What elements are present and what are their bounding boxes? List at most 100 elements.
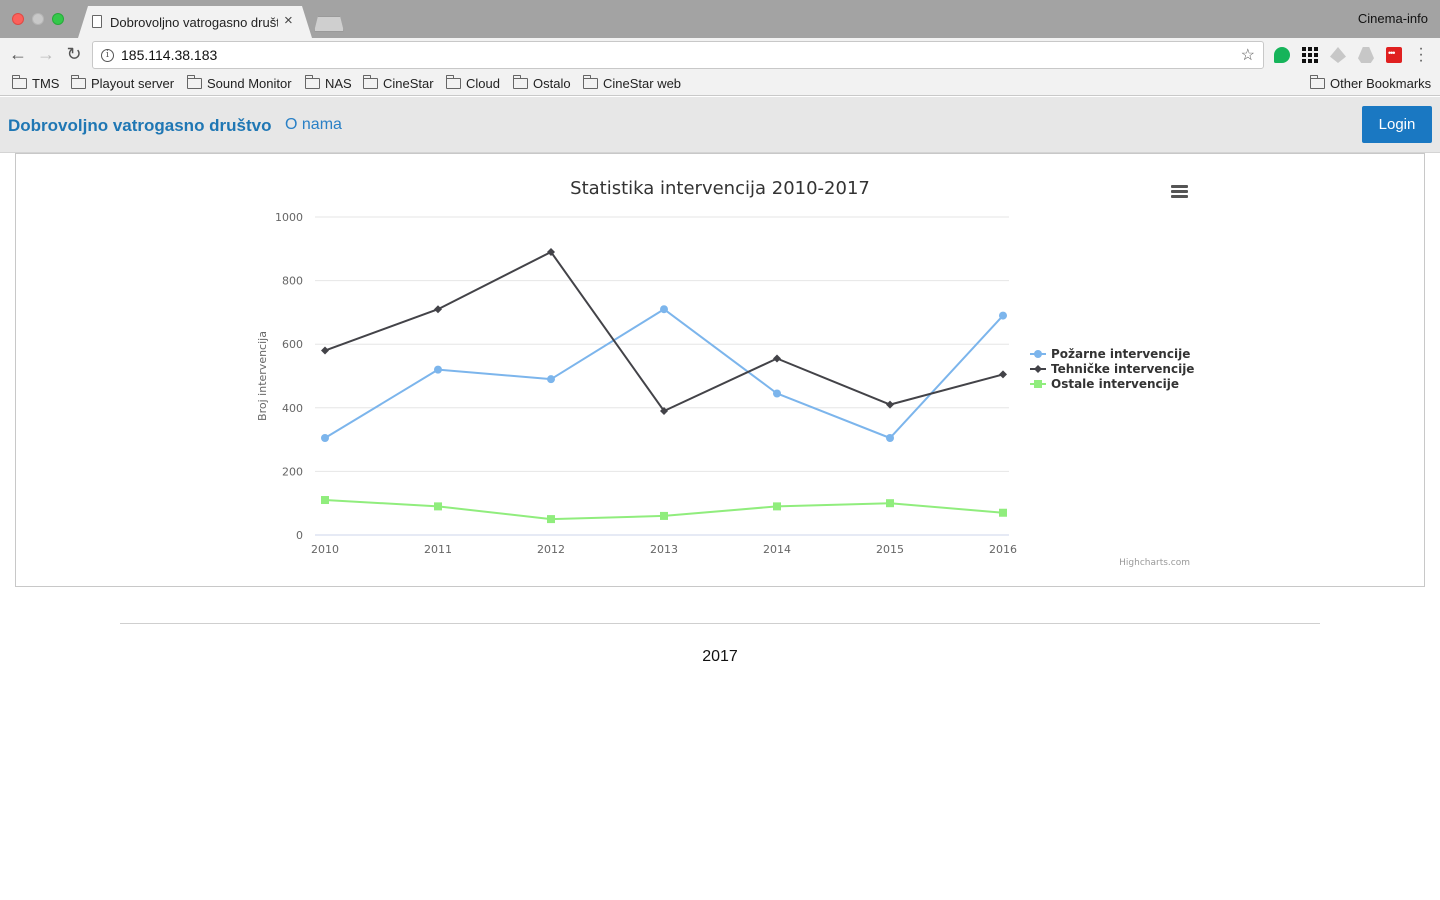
chart-container: 0 200 400 600 800 1000 2010 2011 2012 2013 2014 20… [15, 153, 1425, 587]
red-extension-icon[interactable] [1386, 47, 1402, 63]
data-point-circle [660, 305, 668, 314]
reload-icon[interactable]: ↻ [66, 44, 82, 64]
info-icon[interactable]: i [101, 49, 114, 62]
folder-icon [12, 75, 27, 89]
x-tick-label: 2016 [989, 543, 1017, 556]
url-text[interactable]: 185.114.38.183 [121, 47, 218, 63]
chart-series [321, 247, 1007, 524]
x-tick-label: 2012 [537, 543, 565, 556]
chart-title: Statistika intervencija 2010-2017 [570, 178, 870, 199]
data-point-circle [1034, 350, 1042, 358]
bookmark-playout-server[interactable]: Playout server [71, 75, 174, 91]
data-point-diamond [434, 305, 442, 314]
gray-extension-icon[interactable] [1330, 47, 1346, 63]
data-point-diamond [1034, 365, 1042, 373]
x-axis-ticks: 2010 2011 2012 2013 2014 2015 2016 [311, 543, 1017, 556]
data-point-diamond [886, 400, 894, 409]
site-brand-link[interactable]: Dobrovoljno vatrogasno društvo [8, 116, 272, 135]
series-line [324, 250, 1004, 412]
x-tick-label: 2013 [650, 543, 678, 556]
bookmark-star-icon[interactable]: ☆ [1240, 47, 1255, 64]
browser-titlebar: Dobrovoljno vatrogasno društvo × Cinema-… [0, 0, 1440, 38]
data-point-diamond [321, 346, 329, 355]
y-axis-label: Broj intervencija [256, 331, 269, 421]
x-tick-label: 2014 [763, 543, 791, 556]
data-point-diamond [773, 354, 781, 363]
chart-gridlines [315, 216, 1009, 536]
y-tick-label: 400 [282, 402, 303, 415]
folder-icon [363, 75, 378, 89]
back-arrow-icon[interactable]: ← [9, 44, 27, 64]
y-tick-label: 200 [282, 465, 303, 478]
data-point-square [434, 502, 442, 511]
data-point-square [886, 499, 894, 508]
y-tick-label: 600 [282, 338, 303, 351]
data-point-square [660, 511, 668, 520]
chart-credits-link[interactable]: Highcharts.com [1119, 558, 1190, 568]
footer-year: 2017 [702, 648, 738, 665]
close-window-button[interactable] [12, 13, 24, 25]
login-button[interactable]: Login [1362, 106, 1432, 143]
data-point-circle [886, 434, 894, 443]
bookmark-cinestar[interactable]: CineStar [363, 75, 434, 91]
grid-extension-icon[interactable] [1302, 47, 1318, 63]
forward-arrow-icon[interactable]: → [37, 44, 55, 64]
bookmark-tms[interactable]: TMS [12, 75, 59, 91]
new-tab-button[interactable] [314, 16, 344, 32]
other-bookmarks[interactable]: Other Bookmarks [1310, 75, 1431, 91]
legend-item-label: Požarne intervencije [1051, 347, 1190, 361]
x-tick-label: 2011 [424, 543, 452, 556]
y-tick-label: 0 [296, 529, 303, 542]
green-extension-icon[interactable] [1274, 47, 1290, 63]
data-point-square [999, 508, 1007, 517]
legend-item-label: Tehničke intervencije [1051, 362, 1194, 376]
drive-extension-icon[interactable] [1358, 47, 1374, 63]
folder-icon [513, 75, 528, 89]
tab-title: Dobrovoljno vatrogasno društvo [110, 15, 278, 30]
data-point-diamond [660, 406, 668, 415]
x-tick-label: 2015 [876, 543, 904, 556]
section-divider [120, 623, 1320, 624]
data-point-circle [999, 311, 1007, 320]
chart-menu-icon[interactable] [1171, 185, 1189, 199]
data-point-square [773, 502, 781, 511]
address-bar[interactable]: i 185.114.38.183 ☆ [92, 41, 1264, 69]
zoom-window-button[interactable] [52, 13, 64, 25]
bookmarks-bar: TMS Playout server Sound Monitor NAS Cin… [0, 72, 1440, 96]
nav-link-about[interactable]: O nama [285, 116, 342, 133]
legend-item-label: Ostale intervencije [1051, 377, 1179, 391]
browser-tab[interactable]: Dobrovoljno vatrogasno društvo × [78, 6, 312, 38]
bookmark-ostalo[interactable]: Ostalo [513, 75, 571, 91]
y-tick-label: 1000 [275, 211, 303, 224]
y-axis-ticks: 0 200 400 600 800 1000 [275, 211, 303, 542]
bookmark-cinestar-web[interactable]: CineStar web [583, 75, 681, 91]
folder-icon [71, 75, 86, 89]
data-point-circle [547, 375, 555, 384]
tab-close-icon[interactable]: × [284, 12, 293, 29]
browser-toolbar: ← → ↻ i 185.114.38.183 ☆ ··· [0, 38, 1440, 72]
page-icon [92, 15, 102, 28]
bookmark-sound-monitor[interactable]: Sound Monitor [187, 75, 292, 91]
bookmark-nas[interactable]: NAS [305, 75, 352, 91]
profile-name[interactable]: Cinema-info [1357, 11, 1428, 26]
data-point-square [547, 515, 555, 524]
data-point-circle [434, 365, 442, 374]
data-point-diamond [547, 247, 555, 256]
bookmark-cloud[interactable]: Cloud [446, 75, 500, 91]
data-point-circle [321, 434, 329, 443]
data-point-square [1034, 380, 1042, 388]
folder-icon [446, 75, 461, 89]
data-point-circle [773, 389, 781, 398]
x-tick-label: 2010 [311, 543, 339, 556]
folder-icon [583, 75, 598, 89]
site-navbar: Dobrovoljno vatrogasno društvo O nama Lo… [0, 97, 1440, 153]
data-point-square [321, 496, 329, 505]
folder-icon [187, 75, 202, 89]
series-line [324, 308, 1004, 440]
browser-menu-icon[interactable]: · · · [1418, 40, 1424, 69]
data-point-diamond [999, 370, 1007, 379]
y-tick-label: 800 [282, 275, 303, 288]
minimize-window-button[interactable] [32, 13, 44, 25]
